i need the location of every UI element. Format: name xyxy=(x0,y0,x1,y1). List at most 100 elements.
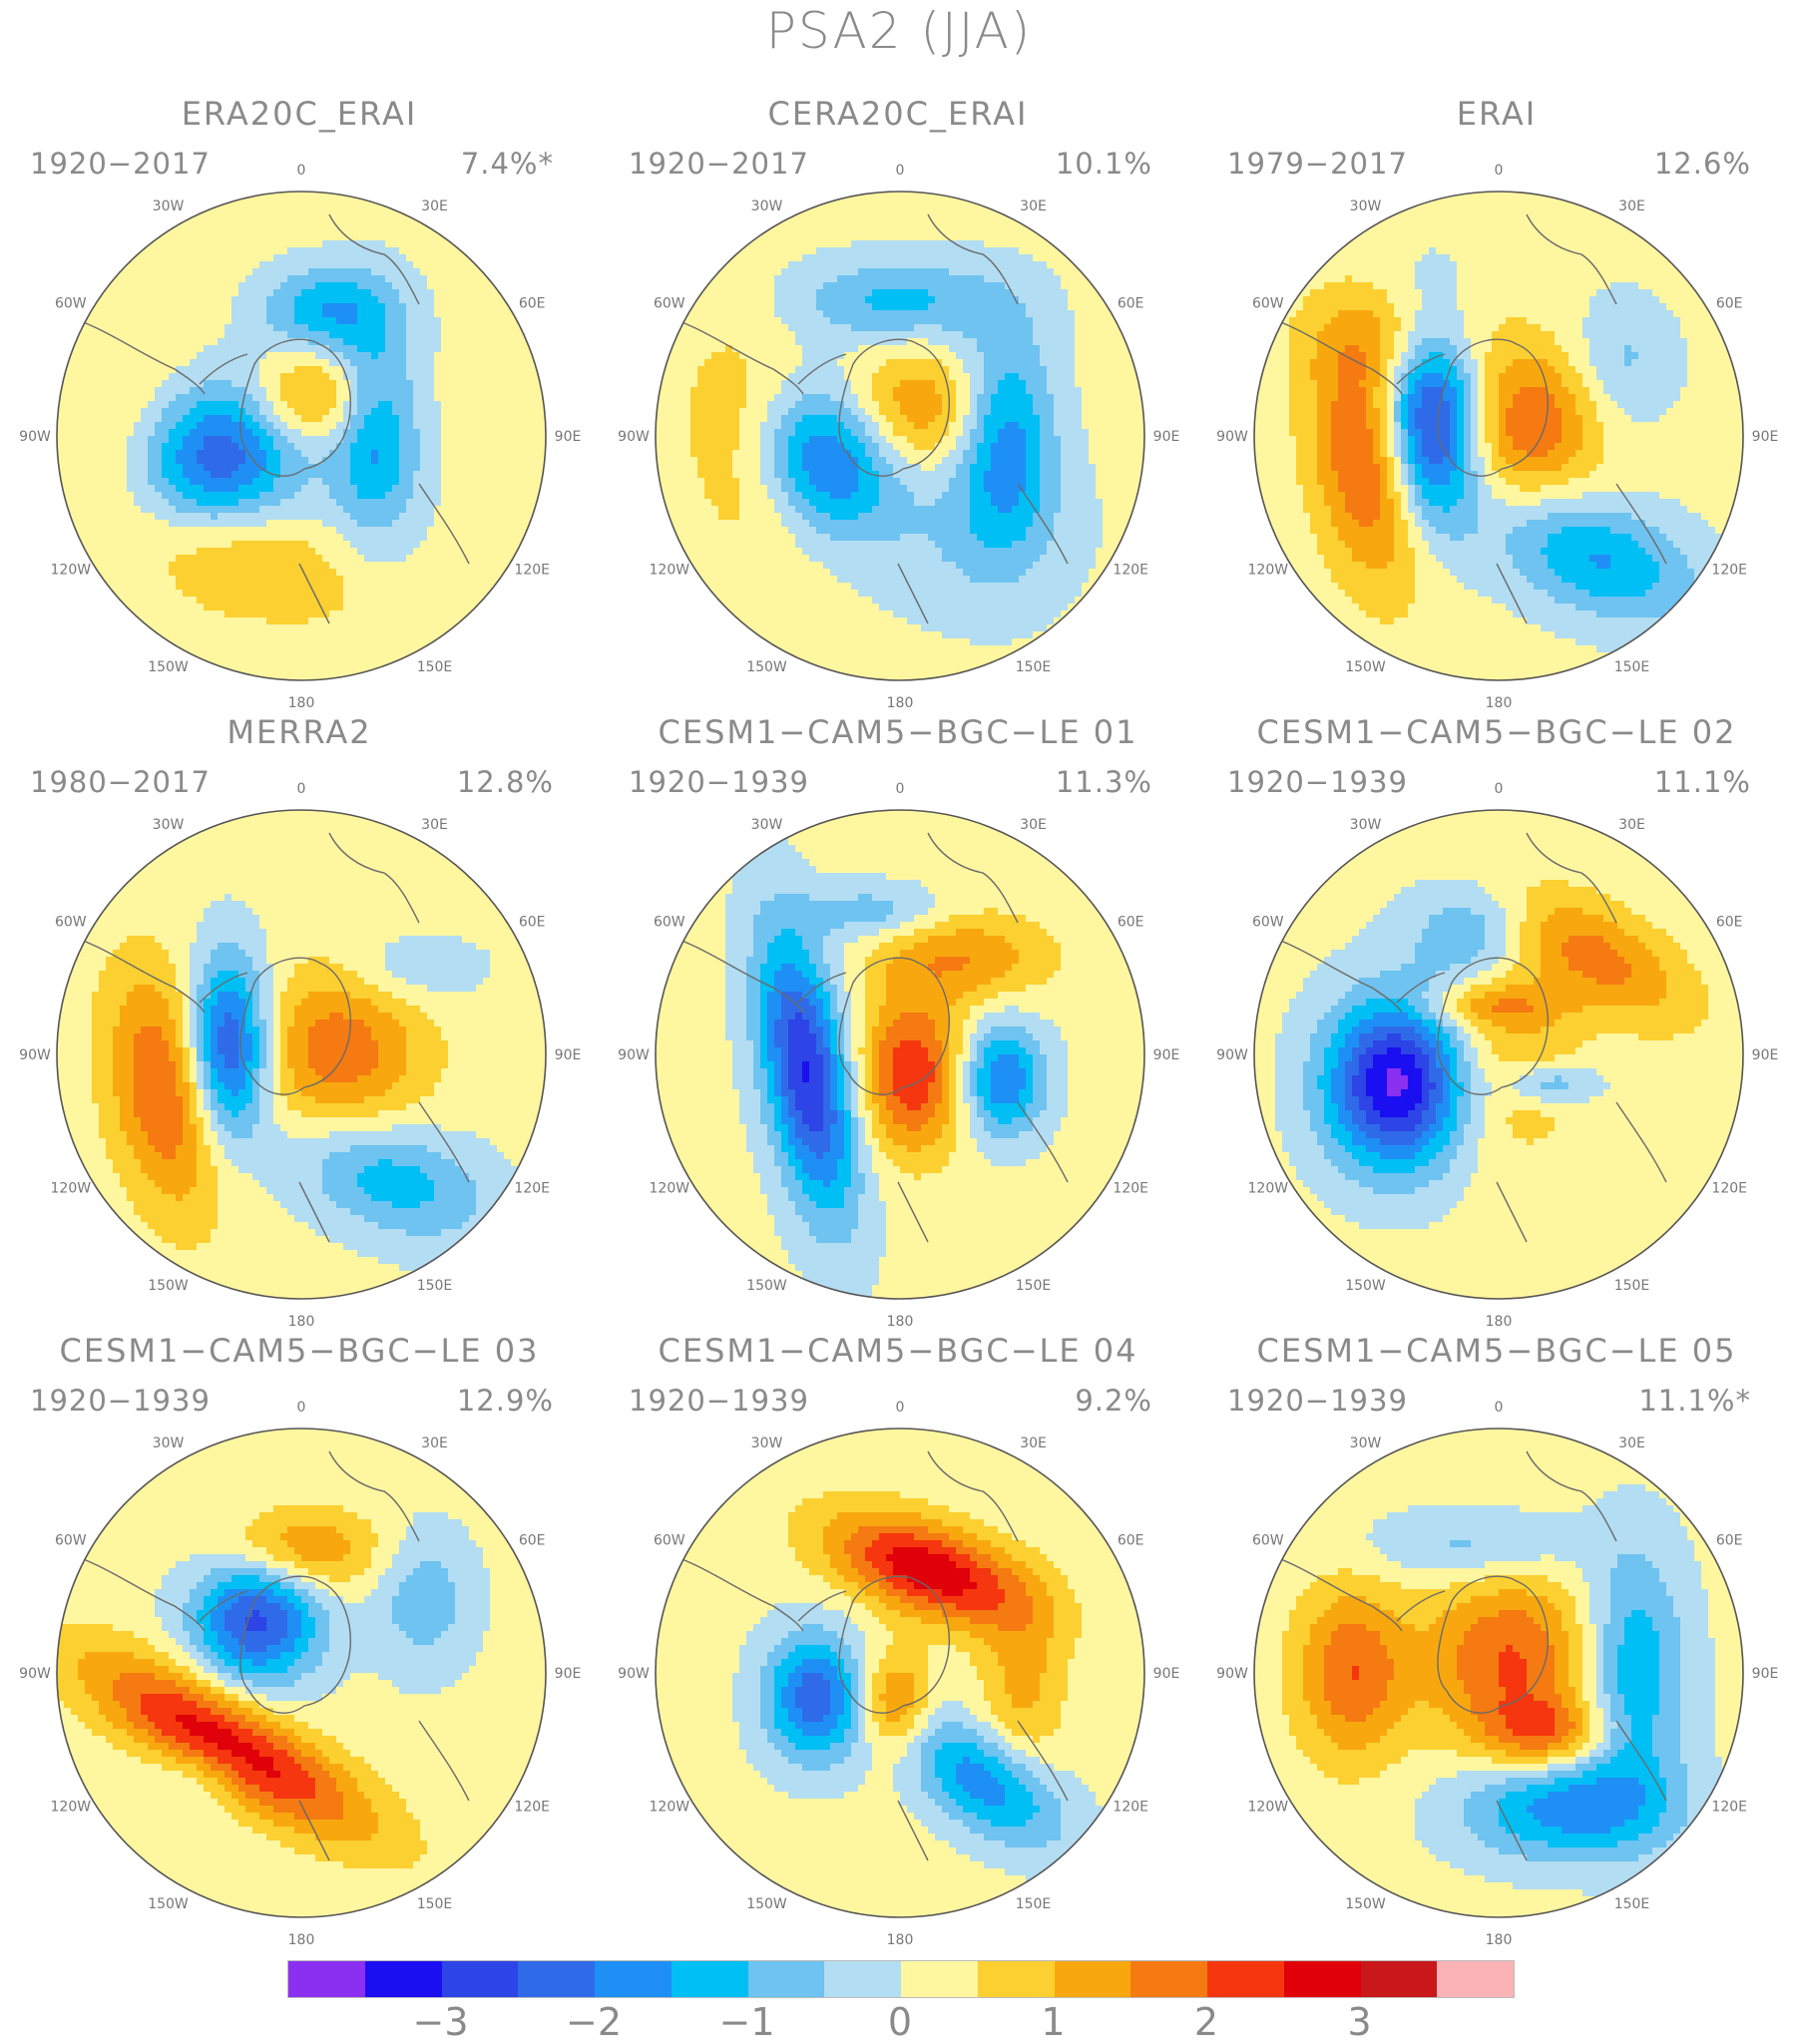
longitude-label: 120W xyxy=(1248,563,1289,579)
panel-title: CESM1−CAM5−BGC−LE 02 xyxy=(1197,713,1796,751)
longitude-label: 60W xyxy=(1252,1533,1284,1549)
panel-title: MERRA2 xyxy=(0,713,599,751)
longitude-label: 60W xyxy=(1252,296,1284,312)
longitude-label: 180 xyxy=(288,695,315,711)
panel-title: CESM1−CAM5−BGC−LE 03 xyxy=(0,1332,599,1370)
colorbar-segment xyxy=(1284,1961,1361,1997)
longitude-label: 0 xyxy=(896,1400,905,1416)
longitude-label: 30W xyxy=(751,199,783,214)
longitude-label: 30W xyxy=(153,199,185,214)
longitude-label: 150W xyxy=(148,1278,189,1294)
longitude-label: 30E xyxy=(421,1435,448,1451)
colorbar-segment xyxy=(595,1961,672,1997)
colorbar-segment xyxy=(1055,1961,1131,1997)
colorbar-label: −2 xyxy=(566,2000,622,2044)
colorbar-segment xyxy=(901,1961,978,1997)
longitude-label: 150E xyxy=(417,1896,453,1912)
longitude-label: 90W xyxy=(1216,1666,1248,1682)
longitude-label: 60E xyxy=(1716,915,1743,931)
longitude-label: 0 xyxy=(1495,1400,1504,1416)
longitude-label: 150W xyxy=(148,1896,189,1912)
panel-title: CESM1−CAM5−BGC−LE 05 xyxy=(1197,1332,1796,1370)
longitude-label: 120E xyxy=(1711,563,1747,579)
longitude-label: 90E xyxy=(1153,1666,1180,1682)
colorbar-segment xyxy=(1361,1961,1438,1997)
longitude-label: 90W xyxy=(19,1666,51,1682)
longitude-label: 120W xyxy=(650,1800,690,1816)
longitude-label: 30E xyxy=(421,199,448,214)
colorbar-label: 3 xyxy=(1347,2000,1371,2044)
longitude-label: 30W xyxy=(1350,199,1382,214)
colorbar-segment xyxy=(365,1961,442,1997)
colorbar-segment xyxy=(748,1961,825,1997)
longitude-label: 120E xyxy=(1113,1181,1148,1197)
longitude-label: 30W xyxy=(153,1435,185,1451)
colorbar-segment xyxy=(442,1961,519,1997)
longitude-label: 90W xyxy=(19,1047,51,1063)
longitude-label: 120E xyxy=(1113,1800,1148,1816)
colorbar-segment xyxy=(978,1961,1055,1997)
longitude-label: 60W xyxy=(654,915,685,931)
longitude-label: 60E xyxy=(1716,296,1743,312)
longitude-label: 60W xyxy=(55,296,87,312)
longitude-label: 120W xyxy=(51,1181,92,1197)
longitude-label: 180 xyxy=(1486,1932,1513,1948)
longitude-label: 150E xyxy=(1016,659,1052,675)
longitude-label: 60W xyxy=(654,296,685,312)
colorbar-segment xyxy=(1437,1961,1514,1997)
longitude-label: 120W xyxy=(1248,1181,1289,1197)
panel-title: CERA20C_ERAI xyxy=(599,95,1197,133)
longitude-label: 150W xyxy=(1345,1278,1386,1294)
longitude-label: 60W xyxy=(1252,915,1284,931)
longitude-label: 150W xyxy=(1345,659,1386,675)
longitude-label: 150E xyxy=(1016,1896,1052,1912)
longitude-label: 30W xyxy=(1350,817,1382,833)
longitude-label: 90W xyxy=(19,429,51,445)
longitude-label: 60E xyxy=(1118,296,1144,312)
colorbar-label: 1 xyxy=(1041,2000,1065,2044)
longitude-label: 180 xyxy=(887,1314,914,1330)
longitude-label: 150E xyxy=(417,659,453,675)
longitude-label: 60W xyxy=(654,1533,685,1549)
colorbar-label: −1 xyxy=(718,2000,774,2044)
longitude-label: 0 xyxy=(896,781,905,797)
colorbar-segment xyxy=(824,1961,901,1997)
longitude-label: 150E xyxy=(1614,659,1650,675)
colorbar-segment xyxy=(1130,1961,1207,1997)
longitude-label: 30E xyxy=(421,817,448,833)
longitude-label: 90W xyxy=(618,429,650,445)
longitude-label: 30E xyxy=(1020,1435,1047,1451)
longitude-label: 30W xyxy=(1350,1435,1382,1451)
longitude-label: 90E xyxy=(1752,429,1779,445)
longitude-label: 0 xyxy=(896,163,905,179)
longitude-label: 120E xyxy=(1113,563,1148,579)
longitude-label: 30E xyxy=(1618,817,1645,833)
longitude-label: 30E xyxy=(1618,199,1645,214)
longitude-label: 150E xyxy=(417,1278,453,1294)
longitude-label: 120W xyxy=(650,563,690,579)
longitude-label: 60E xyxy=(519,1533,546,1549)
longitude-label: 60E xyxy=(519,915,546,931)
longitude-label: 120W xyxy=(51,1800,92,1816)
colorbar-label: 0 xyxy=(888,2000,912,2044)
colorbar-segment xyxy=(672,1961,748,1997)
longitude-label: 0 xyxy=(1495,163,1504,179)
longitude-label: 150W xyxy=(746,1278,787,1294)
longitude-label: 150E xyxy=(1614,1278,1650,1294)
colorbar-segment xyxy=(288,1961,365,1997)
